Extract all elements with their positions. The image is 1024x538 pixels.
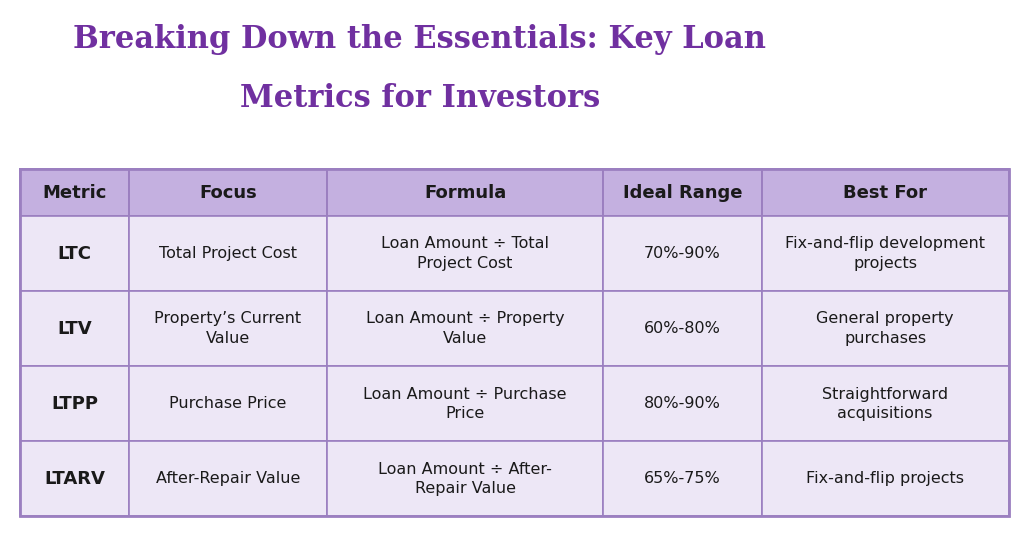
Bar [129,366,327,442]
Bar [603,292,762,366]
Text: 80%-90%: 80%-90% [644,397,721,412]
Text: General property
purchases: General property purchases [816,312,954,346]
Text: Loan Amount ÷ Total
Project Cost: Loan Amount ÷ Total Project Cost [381,236,549,271]
Text: Formula: Formula [424,184,506,202]
Bar [762,366,1009,442]
Bar [762,442,1009,516]
Text: Purchase Price: Purchase Price [169,397,287,412]
Bar [129,292,327,366]
Text: LTARV: LTARV [44,470,105,488]
Bar [603,216,762,292]
Text: Loan Amount ÷ After-
Repair Value: Loan Amount ÷ After- Repair Value [378,462,552,497]
Bar [603,366,762,442]
Bar [20,169,1009,516]
Text: Fix-and-flip projects: Fix-and-flip projects [806,471,965,486]
Bar [129,216,327,292]
Bar [129,442,327,516]
Bar [762,169,1009,216]
Text: 70%-90%: 70%-90% [644,246,721,261]
Text: LTPP: LTPP [51,395,98,413]
Text: LTC: LTC [57,245,92,263]
Text: After-Repair Value: After-Repair Value [156,471,300,486]
Text: Metrics for Investors: Metrics for Investors [240,83,600,115]
Bar [327,169,603,216]
Text: Focus: Focus [199,184,257,202]
Text: 65%-75%: 65%-75% [644,471,721,486]
Text: 60%-80%: 60%-80% [644,321,721,336]
Bar [603,169,762,216]
Bar [327,216,603,292]
Text: Breaking Down the Essentials: Key Loan: Breaking Down the Essentials: Key Loan [74,24,766,55]
Bar [603,442,762,516]
Text: Metric: Metric [43,184,108,202]
Bar [762,216,1009,292]
Text: Best For: Best For [843,184,927,202]
Bar [762,292,1009,366]
Text: Total Project Cost: Total Project Cost [159,246,297,261]
Text: Loan Amount ÷ Purchase
Price: Loan Amount ÷ Purchase Price [364,386,567,421]
Bar [327,292,603,366]
Bar [327,442,603,516]
Bar [20,292,129,366]
Text: Ideal Range: Ideal Range [623,184,742,202]
Text: LTV: LTV [57,320,92,338]
Bar [20,169,129,216]
Bar [20,216,129,292]
Bar [20,366,129,442]
Bar [327,366,603,442]
Bar [20,442,129,516]
Text: Property’s Current
Value: Property’s Current Value [155,312,301,346]
Text: Straightforward
acquisitions: Straightforward acquisitions [822,386,948,421]
Text: Loan Amount ÷ Property
Value: Loan Amount ÷ Property Value [366,312,564,346]
Bar [129,169,327,216]
Text: Fix-and-flip development
projects: Fix-and-flip development projects [785,236,985,271]
